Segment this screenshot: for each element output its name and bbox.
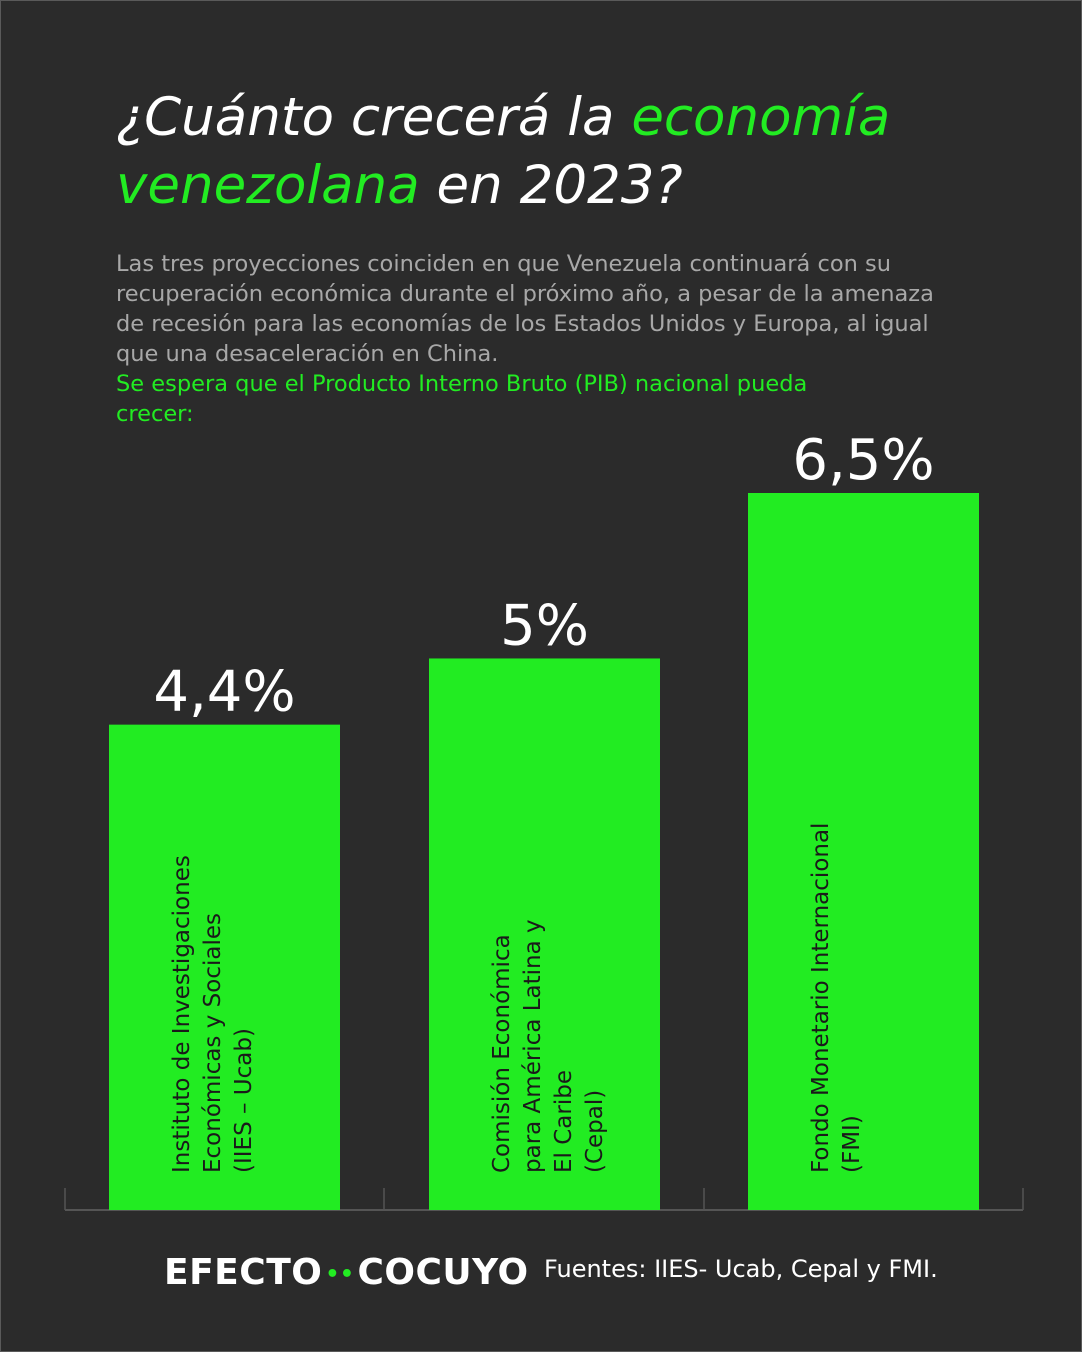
page-title: ¿Cuánto crecerá la economía venezolana en…: [116, 84, 1016, 220]
category-label-line: (Cepal): [582, 1090, 608, 1173]
title-text: ¿Cuánto crecerá la: [116, 87, 632, 148]
logo-text-right: COCUYO: [357, 1252, 529, 1293]
logo-text-left: EFECTO: [164, 1252, 323, 1293]
efecto-cocuyo-logo: EFECTO ••COCUYO: [164, 1252, 529, 1293]
category-label-line: Comisión Económica: [489, 934, 515, 1173]
title-highlight-venezolana: venezolana: [116, 155, 420, 216]
category-label-line: Instituto de Investigaciones: [169, 855, 195, 1173]
title-highlight-economia: economía: [631, 87, 891, 148]
bar-1: [109, 724, 340, 1210]
value-label-2: 5%: [500, 593, 589, 658]
intro-highlight: Se espera que el Producto Interno Bruto …: [116, 371, 808, 427]
category-label-line: Económicas y Sociales: [200, 913, 226, 1173]
category-label-line: El Caribe: [551, 1070, 577, 1173]
category-label-3: Fondo Monetario Internacional (FMI): [808, 823, 865, 1173]
category-label-line: (IIES – Ucab): [231, 1028, 257, 1173]
category-label-line: (FMI): [839, 1115, 865, 1173]
intro-paragraph: Las tres proyecciones coinciden en que V…: [116, 249, 936, 429]
logo-dots: ••: [325, 1261, 355, 1287]
intro-text: Las tres proyecciones coinciden en que V…: [116, 251, 934, 367]
sources-note: Fuentes: IIES- Ucab, Cepal y FMI.: [544, 1255, 938, 1283]
value-label-1: 4,4%: [153, 660, 295, 725]
category-label-line: Fondo Monetario Internacional: [808, 823, 834, 1173]
bar-2: [429, 658, 660, 1210]
category-label-1: Instituto de Investigaciones Económicas y…: [169, 855, 257, 1173]
bar-3: [748, 493, 979, 1210]
category-label-line: para América Latina y: [520, 919, 546, 1173]
title-text-end: en 2023?: [419, 155, 683, 216]
value-label-3: 6,5%: [792, 428, 934, 493]
